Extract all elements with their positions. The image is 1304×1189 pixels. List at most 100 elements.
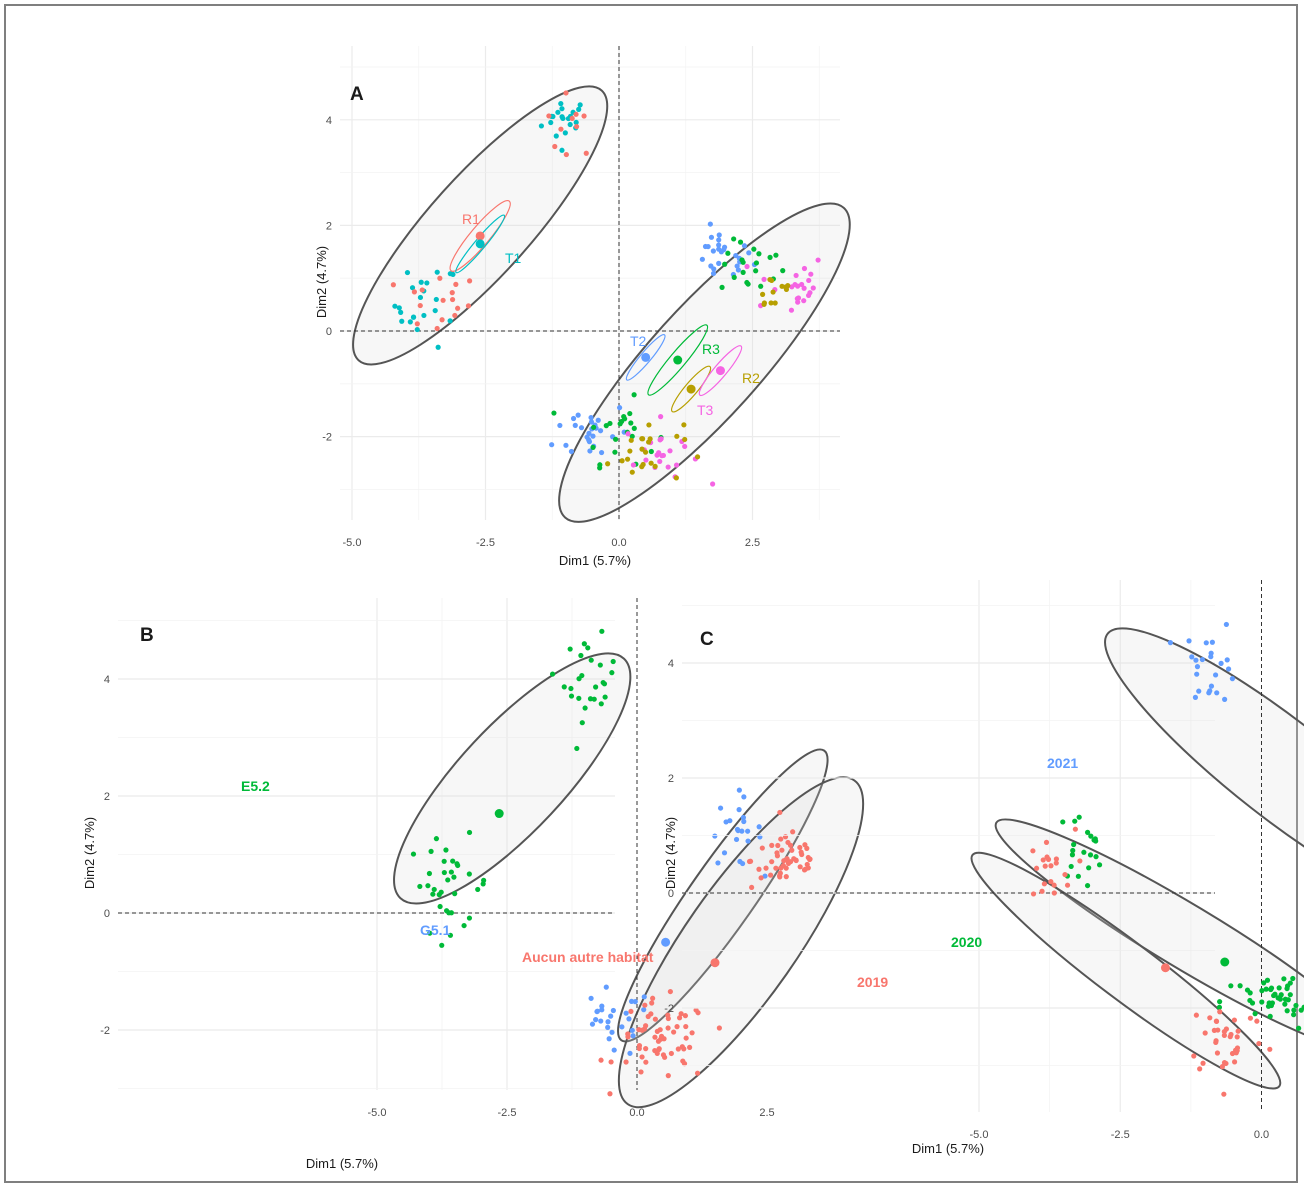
data-point [652, 1016, 658, 1022]
data-point [1062, 871, 1068, 878]
group-ellipse [647, 324, 709, 396]
data-point [657, 1027, 663, 1033]
data-point [629, 433, 635, 439]
data-point [455, 305, 461, 311]
data-point [785, 860, 792, 866]
data-point [1267, 1013, 1273, 1019]
data-point [1194, 664, 1201, 670]
data-point [791, 856, 797, 862]
data-point [654, 1050, 660, 1056]
data-point [1093, 838, 1099, 844]
centroid-aucun-autre-habitat [710, 958, 720, 968]
data-point [710, 270, 717, 277]
data-point [1268, 985, 1275, 991]
data-point [597, 662, 603, 668]
data-point [716, 237, 722, 243]
data-point [1221, 1060, 1228, 1066]
centroid-t3 [715, 366, 725, 376]
centroid-r1 [475, 231, 485, 241]
data-point [557, 422, 563, 429]
data-point [810, 285, 816, 291]
panel-letter: C [700, 629, 714, 650]
data-point [746, 858, 753, 865]
data-point [1217, 999, 1223, 1005]
data-point [751, 246, 757, 252]
data-point [1033, 865, 1040, 871]
data-point [628, 1008, 634, 1015]
data-point [437, 275, 443, 281]
data-point [609, 1029, 615, 1035]
data-point [627, 410, 633, 417]
x-axis-title: Dim1 (5.7%) [306, 1156, 378, 1171]
data-point [710, 248, 716, 254]
data-point [767, 254, 773, 260]
data-point [643, 457, 649, 463]
data-point [1287, 992, 1293, 998]
data-point [783, 865, 789, 871]
data-point [1096, 862, 1103, 868]
data-point [407, 319, 413, 325]
data-point [1193, 657, 1199, 663]
data-point [591, 696, 597, 702]
data-point [578, 425, 585, 431]
data-point [773, 865, 779, 871]
data-point [722, 261, 728, 267]
y-tick-label: 0 [326, 326, 332, 338]
data-point [610, 658, 616, 665]
data-point [626, 1016, 632, 1022]
data-point [582, 705, 588, 711]
y-axis-title: Dim2 (4.7%) [314, 246, 329, 318]
data-point [445, 877, 451, 883]
data-point [628, 998, 635, 1004]
data-point [1276, 985, 1282, 991]
data-point [665, 1073, 671, 1079]
data-point [642, 1002, 648, 1008]
data-point [589, 1021, 596, 1027]
data-point [641, 1007, 647, 1013]
data-point [1197, 1066, 1203, 1072]
data-point [572, 422, 578, 428]
data-point [1077, 858, 1083, 864]
data-point [481, 877, 487, 883]
data-point [599, 1007, 605, 1013]
group-label: T3 [697, 402, 714, 418]
confidence-ellipse [1104, 627, 1304, 912]
data-point [1298, 1007, 1304, 1013]
data-point [631, 425, 637, 431]
data-point [648, 448, 654, 455]
data-point [632, 999, 638, 1005]
data-point [435, 344, 441, 350]
data-point [558, 126, 564, 132]
data-point [785, 839, 791, 846]
data-point [1215, 1027, 1221, 1033]
data-point [756, 824, 762, 830]
data-point [656, 450, 662, 456]
y-tick-label: -2 [322, 432, 332, 444]
data-point [753, 268, 759, 274]
data-point [627, 1050, 633, 1056]
data-point [450, 858, 456, 864]
data-point [1247, 997, 1253, 1004]
data-point [741, 794, 747, 800]
group-ellipse [625, 334, 666, 381]
data-point [789, 847, 795, 853]
data-point [695, 1010, 701, 1016]
centroid-r3 [673, 355, 683, 365]
data-point [599, 628, 605, 634]
data-point [777, 809, 783, 816]
data-point [538, 123, 545, 129]
confidence-ellipse [617, 748, 829, 1043]
data-point [1228, 983, 1234, 989]
data-point [610, 1007, 616, 1014]
data-point [660, 452, 667, 459]
data-point [646, 422, 652, 428]
data-point [1039, 888, 1045, 894]
data-point [740, 814, 747, 821]
data-point [1048, 879, 1054, 885]
data-point [447, 318, 453, 324]
data-point [452, 312, 458, 319]
y-axis-title: Dim2 (4.7%) [82, 817, 97, 889]
data-point [797, 844, 803, 851]
data-point [568, 448, 575, 455]
data-point [627, 448, 633, 454]
